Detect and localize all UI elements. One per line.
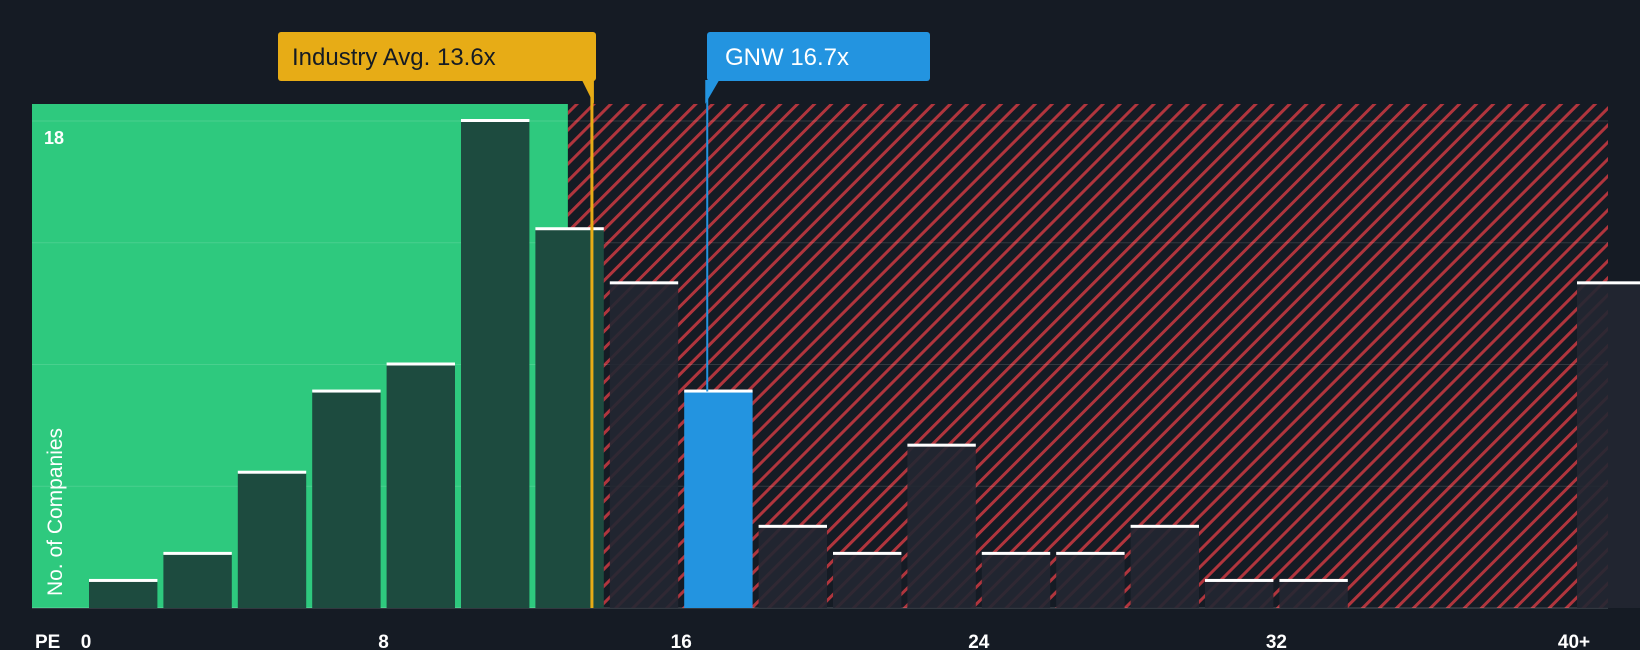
bar-cap-pe-12	[535, 227, 604, 231]
bar-cap-pe-0	[89, 578, 158, 582]
company-pointer	[705, 80, 720, 104]
industry-average-label-box	[278, 32, 596, 81]
company-label: GNW 16.7x	[725, 44, 849, 71]
industry-average-pointer	[581, 80, 594, 104]
bar-pe-12	[535, 229, 604, 608]
bar-pe-18	[758, 526, 827, 608]
bar-cap-pe-20	[833, 551, 902, 555]
x-tick-labels: 0 8 16 24 32 40+	[81, 632, 1590, 650]
x-axis-title: PE	[35, 632, 60, 650]
company-callout: GNW 16.7x	[705, 32, 930, 104]
bar-pe-0	[89, 580, 158, 608]
bar-pe-6	[312, 391, 381, 608]
y-tick-label: 18	[44, 128, 64, 148]
bar-pe-4	[237, 472, 307, 608]
bar-pe-40	[1577, 283, 1640, 608]
bar-cap-pe-26	[1056, 551, 1125, 555]
bar-cap-pe-14	[609, 281, 679, 285]
bar-cap-pe-30	[1205, 578, 1274, 582]
histogram-bars	[89, 119, 1640, 608]
bar-pe-22	[907, 445, 976, 608]
bar-cap-pe-6	[312, 389, 381, 393]
industry-average-callout: Industry Avg. 13.6x	[278, 32, 596, 104]
industry-average-label: Industry Avg. 13.6x	[292, 44, 496, 71]
bar-cap-pe-8	[386, 362, 455, 366]
bar-pe-10	[461, 121, 530, 608]
company-label-box	[707, 32, 930, 81]
x-tick-label: 16	[671, 632, 692, 650]
bar-cap-pe-18	[758, 524, 827, 528]
bar-pe-8	[386, 364, 455, 608]
x-tick-label: 32	[1266, 632, 1287, 650]
bar-cap-pe-16	[684, 389, 753, 393]
bar-pe-2	[163, 553, 232, 608]
bar-cap-pe-2	[163, 551, 232, 555]
bar-cap-pe-4	[237, 470, 307, 474]
bar-pe-26	[1056, 553, 1125, 608]
y-axis-title: No. of Companies	[44, 428, 67, 596]
bar-cap-pe-32	[1279, 578, 1348, 582]
bar-pe-32	[1279, 580, 1348, 608]
bar-cap-pe-10	[461, 119, 530, 122]
valuation-markers	[590, 80, 709, 608]
bar-cap-pe-24	[981, 551, 1051, 555]
bar-pe-28	[1130, 526, 1199, 608]
bar-pe-16	[684, 391, 753, 608]
bar-pe-30	[1205, 580, 1274, 608]
x-tick-label: 40+	[1558, 632, 1590, 650]
bar-pe-14	[609, 283, 679, 608]
bar-pe-20	[833, 553, 902, 608]
x-tick-label: 0	[81, 632, 92, 650]
bar-cap-pe-28	[1130, 524, 1199, 528]
bar-cap-pe-40	[1577, 281, 1640, 285]
x-tick-label: 8	[378, 632, 389, 650]
bar-pe-24	[981, 553, 1051, 608]
x-tick-label: 24	[968, 632, 990, 650]
bar-cap-pe-22	[907, 443, 976, 447]
